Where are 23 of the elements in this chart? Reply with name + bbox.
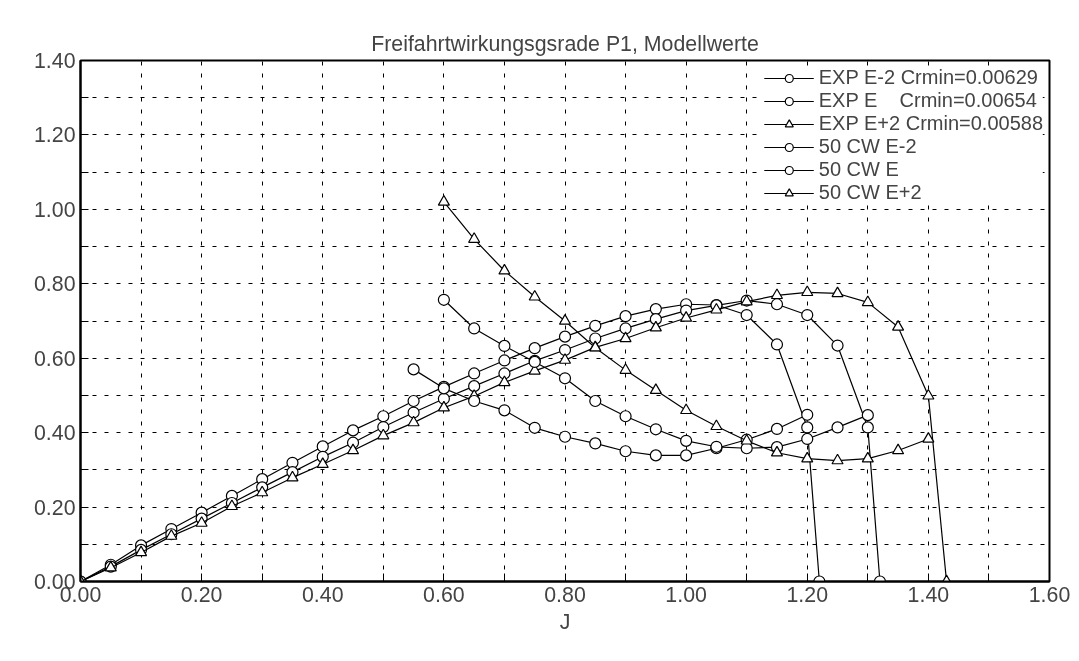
x-tick-label: 1.40 <box>907 582 950 607</box>
legend-label: EXP E Crmin=0.00654 <box>818 89 1037 112</box>
y-tick-label: 1.00 <box>33 197 76 222</box>
y-tick-label: 1.20 <box>33 123 76 148</box>
legend-label: 50 CW E <box>818 158 899 181</box>
y-tick-label: 0.40 <box>33 421 76 446</box>
legend-label: EXP E+2 Crmin=0.00588 <box>818 112 1043 135</box>
legend-label: 50 CW E+2 <box>818 181 922 204</box>
x-tick-label: 0.60 <box>423 582 465 607</box>
y-tick-label: 0.80 <box>33 272 76 297</box>
x-tick-label: 1.00 <box>665 582 708 607</box>
x-tick-label: 0.20 <box>180 582 223 607</box>
y-tick-label: 0.60 <box>33 346 76 371</box>
x-tick-label: 1.20 <box>786 582 829 607</box>
x-tick-label: 0.80 <box>544 582 586 607</box>
chart-title: Freifahrtwirkungsgsrade P1, Modellwerte <box>371 31 759 56</box>
y-tick-label: 0.20 <box>33 495 76 520</box>
x-tick-label: 0.40 <box>301 582 344 607</box>
legend-label: 50 CW E-2 <box>818 135 917 158</box>
x-tick-label: 1.60 <box>1028 582 1071 607</box>
y-tick-label: 1.40 <box>33 49 76 73</box>
x-axis-title: J <box>559 609 571 634</box>
legend-label: EXP E-2 Crmin=0.00629 <box>818 66 1038 89</box>
